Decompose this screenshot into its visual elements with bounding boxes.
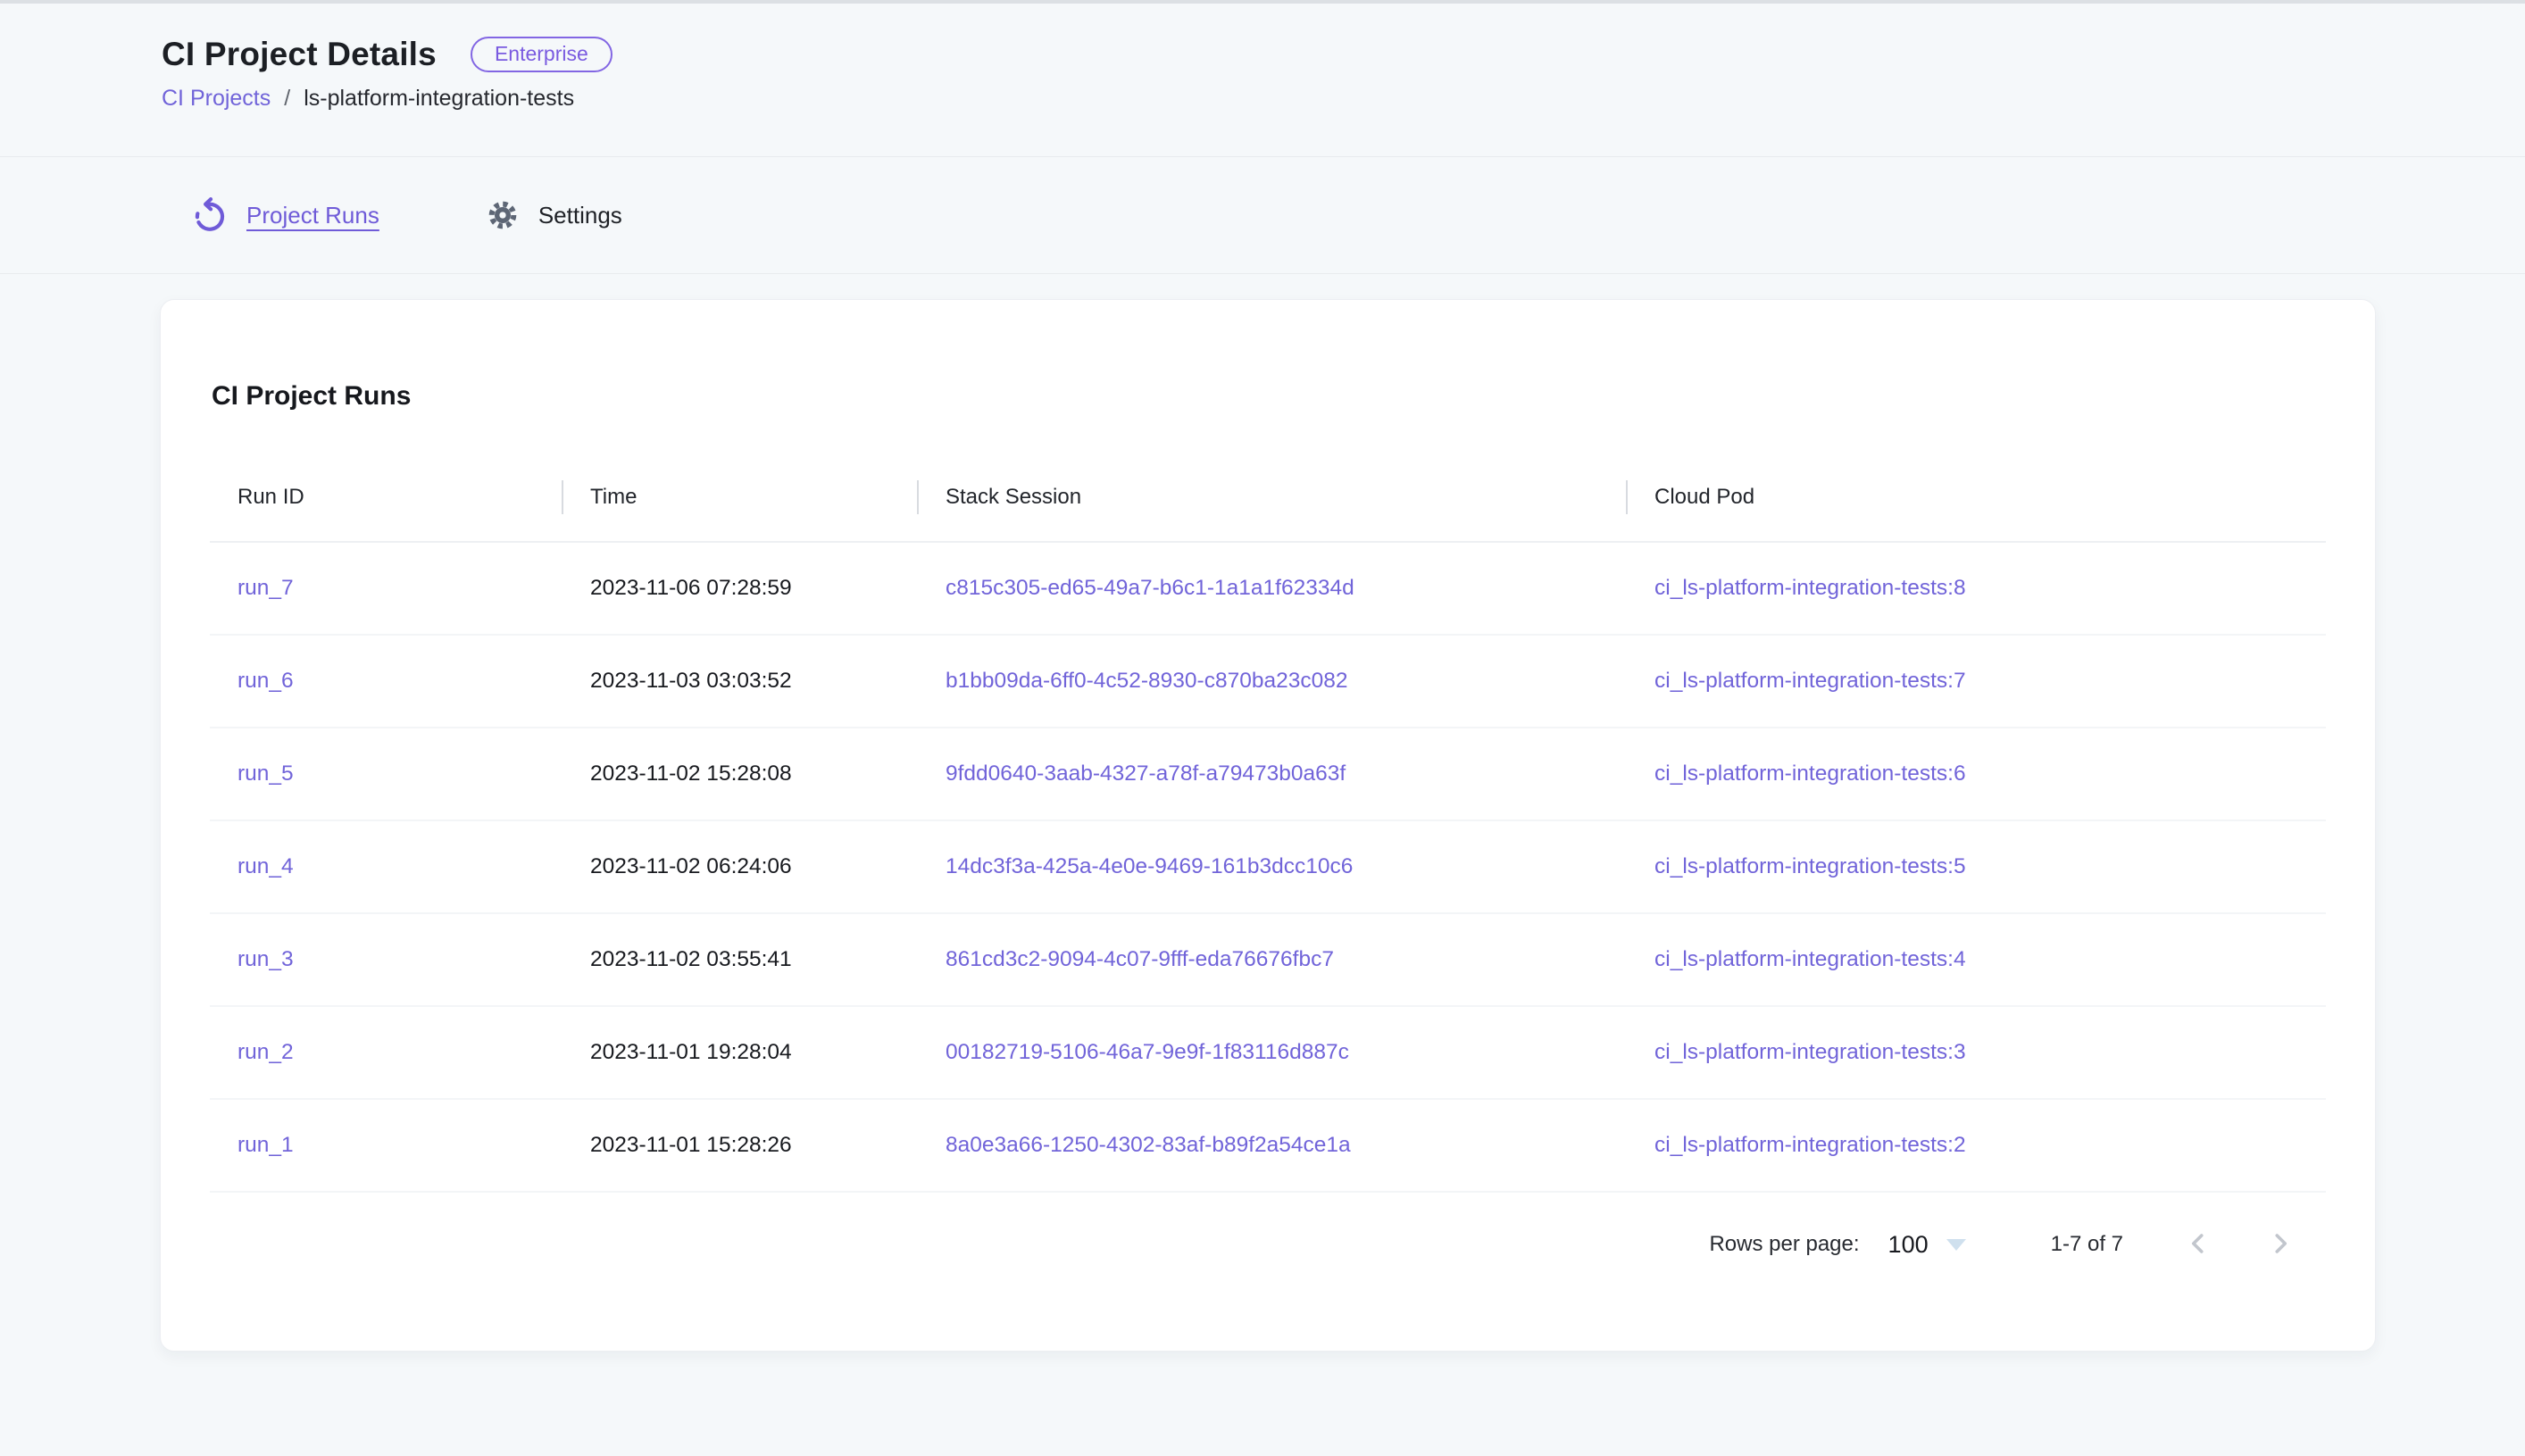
cloud-pod-link[interactable]: ci_ls-platform-integration-tests:4 [1654, 947, 1966, 971]
ci-project-runs-card: CI Project Runs Run ID Time Stack Sessio… [160, 299, 2376, 1352]
stack-session-link[interactable]: 14dc3f3a-425a-4e0e-9469-161b3dcc10c6 [946, 854, 1354, 878]
run-time: 2023-11-02 06:24:06 [590, 854, 792, 878]
run-id-link[interactable]: run_5 [238, 761, 294, 786]
column-header-cloud-pod: Cloud Pod [1626, 485, 2326, 510]
pagination: Rows per page: 100 1-7 of 7 [1709, 1212, 2300, 1277]
stack-session-link[interactable]: 8a0e3a66-1250-4302-83af-b89f2a54ce1a [946, 1133, 1351, 1157]
table-row: run_7 2023-11-06 07:28:59 c815c305-ed65-… [210, 543, 2326, 636]
rows-per-page-value: 100 [1888, 1230, 1929, 1258]
table-row: run_4 2023-11-02 06:24:06 14dc3f3a-425a-… [210, 821, 2326, 914]
main-content: CI Project Runs Run ID Time Stack Sessio… [0, 274, 2525, 1352]
breadcrumb-ci-projects-link[interactable]: CI Projects [162, 86, 271, 111]
next-page-button[interactable] [2261, 1225, 2300, 1264]
gear-icon [485, 197, 521, 233]
run-id-link[interactable]: run_3 [238, 947, 294, 971]
table-body: run_7 2023-11-06 07:28:59 c815c305-ed65-… [210, 543, 2326, 1193]
tab-settings-label: Settings [538, 201, 622, 229]
history-icon [191, 196, 229, 234]
table-row: run_3 2023-11-02 03:55:41 861cd3c2-9094-… [210, 914, 2326, 1007]
column-header-run-id: Run ID [238, 485, 304, 509]
tab-settings[interactable]: Settings [485, 197, 622, 233]
run-time: 2023-11-02 15:28:08 [590, 761, 792, 786]
top-scroll-strip [0, 0, 2525, 4]
breadcrumb: CI Projects / ls-platform-integration-te… [162, 86, 2525, 112]
cloud-pod-link[interactable]: ci_ls-platform-integration-tests:7 [1654, 669, 1966, 693]
run-id-link[interactable]: run_1 [238, 1133, 294, 1157]
page-header: CI Project Details Enterprise CI Project… [0, 4, 2525, 157]
run-time: 2023-11-02 03:55:41 [590, 947, 792, 971]
run-id-link[interactable]: run_2 [238, 1040, 294, 1064]
enterprise-badge: Enterprise [470, 37, 612, 72]
page-title: CI Project Details [162, 36, 437, 72]
chevron-right-icon [2264, 1227, 2296, 1262]
rows-per-page-select[interactable]: 100 [1888, 1231, 1966, 1259]
run-time: 2023-11-03 03:03:52 [590, 669, 792, 693]
tab-project-runs[interactable]: Project Runs [191, 196, 379, 234]
table-header-row: Run ID Time Stack Session Cloud Pod [210, 453, 2326, 543]
stack-session-link[interactable]: 9fdd0640-3aab-4327-a78f-a79473b0a63f [946, 761, 1346, 786]
table-row: run_1 2023-11-01 15:28:26 8a0e3a66-1250-… [210, 1100, 2326, 1193]
table-row: run_2 2023-11-01 19:28:04 00182719-5106-… [210, 1007, 2326, 1100]
run-time: 2023-11-01 15:28:26 [590, 1133, 792, 1157]
runs-table: Run ID Time Stack Session Cloud Pod run_… [210, 453, 2326, 1193]
run-id-link[interactable]: run_7 [238, 576, 294, 600]
stack-session-link[interactable]: b1bb09da-6ff0-4c52-8930-c870ba23c082 [946, 669, 1348, 693]
previous-page-button[interactable] [2179, 1225, 2218, 1264]
run-time: 2023-11-06 07:28:59 [590, 576, 792, 600]
table-row: run_5 2023-11-02 15:28:08 9fdd0640-3aab-… [210, 728, 2326, 821]
card-title: CI Project Runs [212, 380, 412, 411]
column-header-time: Time [562, 485, 917, 510]
cloud-pod-link[interactable]: ci_ls-platform-integration-tests:3 [1654, 1040, 1966, 1064]
column-header-stack-session: Stack Session [917, 485, 1626, 510]
cloud-pod-link[interactable]: ci_ls-platform-integration-tests:2 [1654, 1133, 1966, 1157]
run-id-link[interactable]: run_4 [238, 854, 294, 878]
breadcrumb-separator: / [284, 86, 291, 111]
run-time: 2023-11-01 19:28:04 [590, 1040, 792, 1064]
table-row: run_6 2023-11-03 03:03:52 b1bb09da-6ff0-… [210, 636, 2326, 728]
tab-project-runs-label: Project Runs [246, 201, 379, 229]
breadcrumb-current: ls-platform-integration-tests [304, 86, 575, 111]
stack-session-link[interactable]: c815c305-ed65-49a7-b6c1-1a1a1f62334d [946, 576, 1354, 600]
chevron-left-icon [2182, 1227, 2214, 1262]
cloud-pod-link[interactable]: ci_ls-platform-integration-tests:8 [1654, 576, 1966, 600]
caret-down-icon [1946, 1238, 1966, 1251]
tab-bar: Project Runs Settings [0, 157, 2525, 274]
cloud-pod-link[interactable]: ci_ls-platform-integration-tests:6 [1654, 761, 1966, 786]
run-id-link[interactable]: run_6 [238, 669, 294, 693]
cloud-pod-link[interactable]: ci_ls-platform-integration-tests:5 [1654, 854, 1966, 878]
stack-session-link[interactable]: 00182719-5106-46a7-9e9f-1f83116d887c [946, 1040, 1349, 1064]
stack-session-link[interactable]: 861cd3c2-9094-4c07-9fff-eda76676fbc7 [946, 947, 1334, 971]
pagination-range: 1-7 of 7 [2050, 1232, 2123, 1256]
rows-per-page-label: Rows per page: [1709, 1232, 1860, 1256]
